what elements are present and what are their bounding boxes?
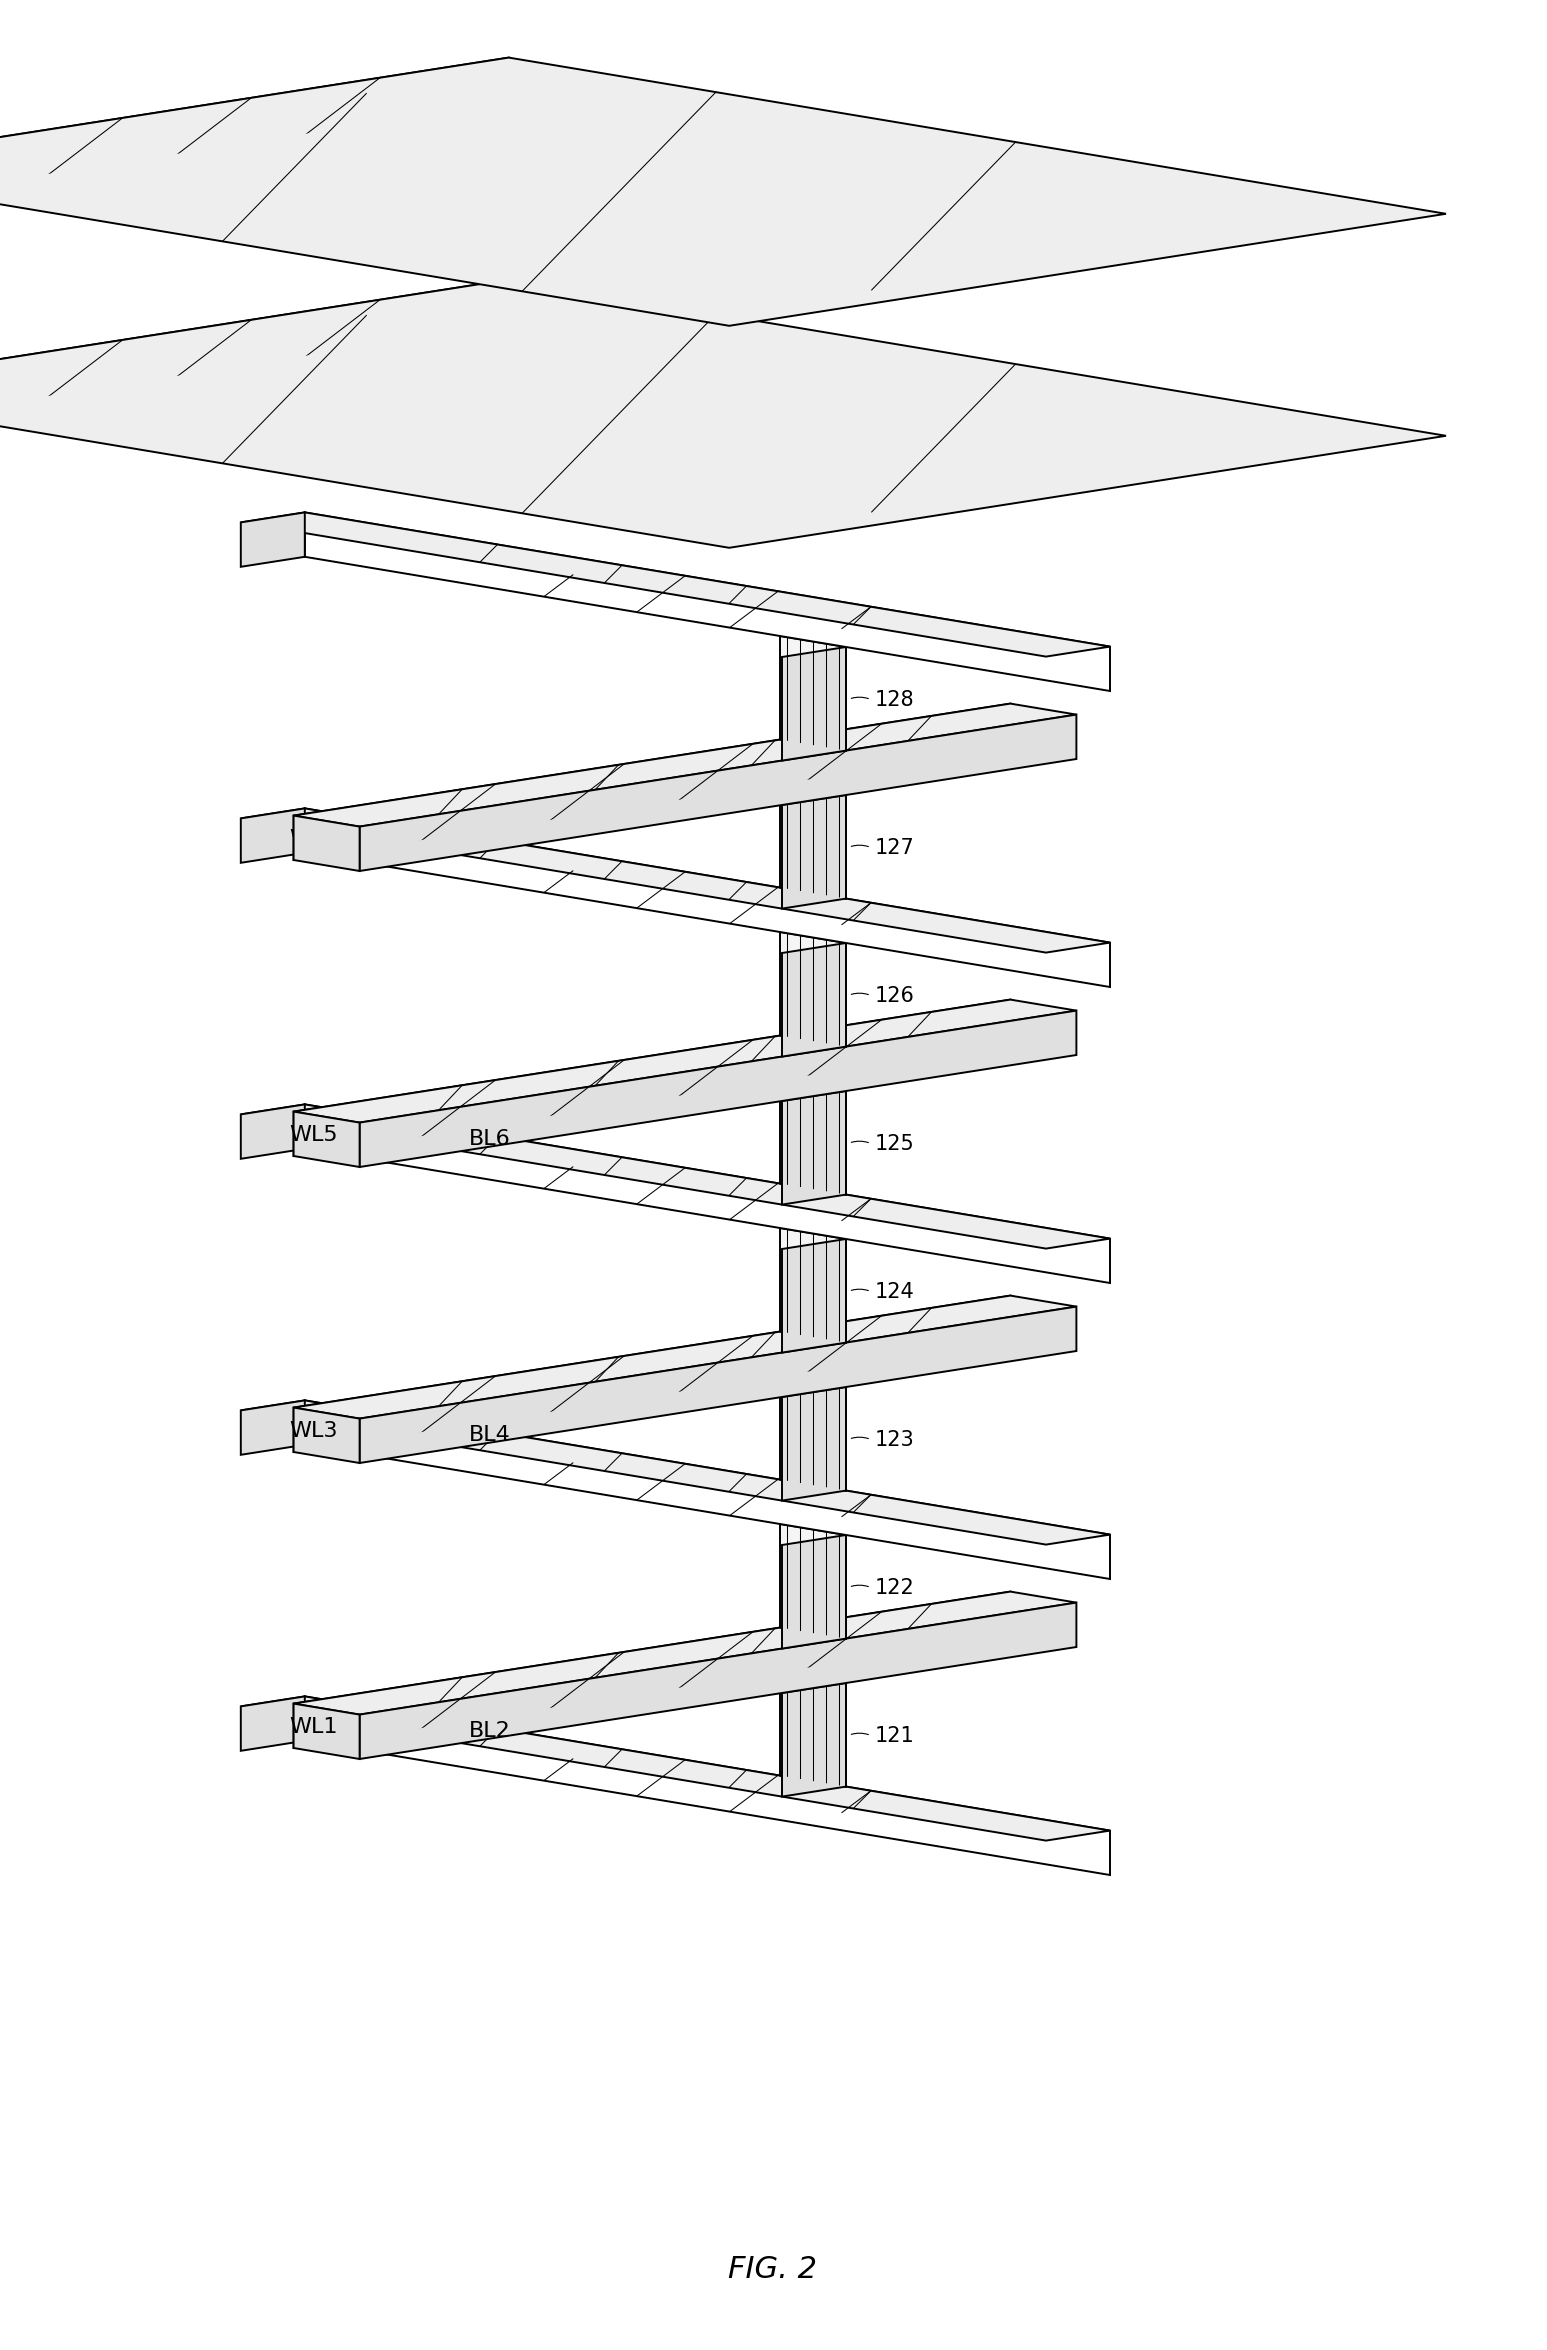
Text: 125: 125: [876, 1133, 914, 1154]
Polygon shape: [359, 1010, 1077, 1168]
Polygon shape: [780, 1081, 846, 1194]
Polygon shape: [305, 1401, 1111, 1579]
Polygon shape: [781, 1090, 846, 1206]
Polygon shape: [305, 1104, 1111, 1283]
Text: 126: 126: [876, 985, 914, 1006]
Polygon shape: [0, 59, 1446, 327]
Polygon shape: [294, 1408, 359, 1464]
Polygon shape: [241, 1104, 1111, 1248]
Polygon shape: [0, 280, 509, 437]
Polygon shape: [294, 703, 1010, 860]
Polygon shape: [780, 1377, 846, 1490]
Polygon shape: [294, 1295, 1010, 1452]
Polygon shape: [294, 999, 1010, 1156]
Polygon shape: [0, 280, 1446, 548]
Polygon shape: [241, 808, 1111, 952]
Polygon shape: [241, 1697, 1111, 1840]
Text: 128: 128: [876, 689, 914, 710]
Polygon shape: [305, 1697, 1111, 1875]
Text: 121: 121: [876, 1725, 914, 1746]
Text: BL4: BL4: [469, 1424, 511, 1445]
Text: WL7: WL7: [289, 830, 337, 848]
Text: 122: 122: [876, 1577, 914, 1598]
Polygon shape: [241, 1104, 305, 1159]
Polygon shape: [780, 785, 846, 898]
Polygon shape: [781, 1683, 846, 1798]
Polygon shape: [359, 1307, 1077, 1464]
Polygon shape: [781, 1535, 846, 1650]
Text: 123: 123: [876, 1429, 914, 1450]
Text: WL5: WL5: [289, 1126, 337, 1144]
Polygon shape: [305, 512, 1111, 691]
Polygon shape: [0, 59, 509, 214]
Text: BL8: BL8: [469, 834, 511, 853]
Polygon shape: [781, 646, 846, 761]
Polygon shape: [294, 1112, 359, 1168]
Polygon shape: [241, 1401, 305, 1455]
Polygon shape: [241, 512, 1111, 656]
Text: BL2: BL2: [469, 1720, 511, 1741]
Text: 127: 127: [876, 837, 914, 858]
Polygon shape: [294, 1591, 1077, 1716]
Polygon shape: [294, 703, 1077, 827]
Polygon shape: [294, 815, 359, 872]
Text: 124: 124: [876, 1281, 914, 1302]
Polygon shape: [294, 1295, 1077, 1419]
Polygon shape: [359, 1603, 1077, 1760]
Polygon shape: [241, 1401, 1111, 1544]
Polygon shape: [780, 933, 846, 1046]
Text: WL3: WL3: [289, 1422, 337, 1441]
Polygon shape: [780, 1525, 846, 1638]
Polygon shape: [781, 1238, 846, 1354]
Text: WL9: WL9: [289, 533, 337, 552]
Polygon shape: [780, 1671, 846, 1786]
Polygon shape: [781, 1386, 846, 1502]
Polygon shape: [780, 637, 846, 750]
Polygon shape: [305, 808, 1111, 987]
Polygon shape: [241, 808, 305, 862]
Polygon shape: [781, 942, 846, 1058]
Text: FIG. 2: FIG. 2: [729, 2256, 817, 2284]
Polygon shape: [241, 1697, 305, 1751]
Polygon shape: [294, 1591, 1010, 1748]
Polygon shape: [294, 999, 1077, 1123]
Polygon shape: [781, 794, 846, 909]
Text: WL1: WL1: [289, 1718, 337, 1737]
Polygon shape: [359, 714, 1077, 872]
Text: 120: 120: [467, 357, 512, 383]
Polygon shape: [241, 512, 305, 566]
Text: BL6: BL6: [469, 1130, 511, 1149]
Polygon shape: [780, 1229, 846, 1342]
Polygon shape: [294, 1704, 359, 1760]
